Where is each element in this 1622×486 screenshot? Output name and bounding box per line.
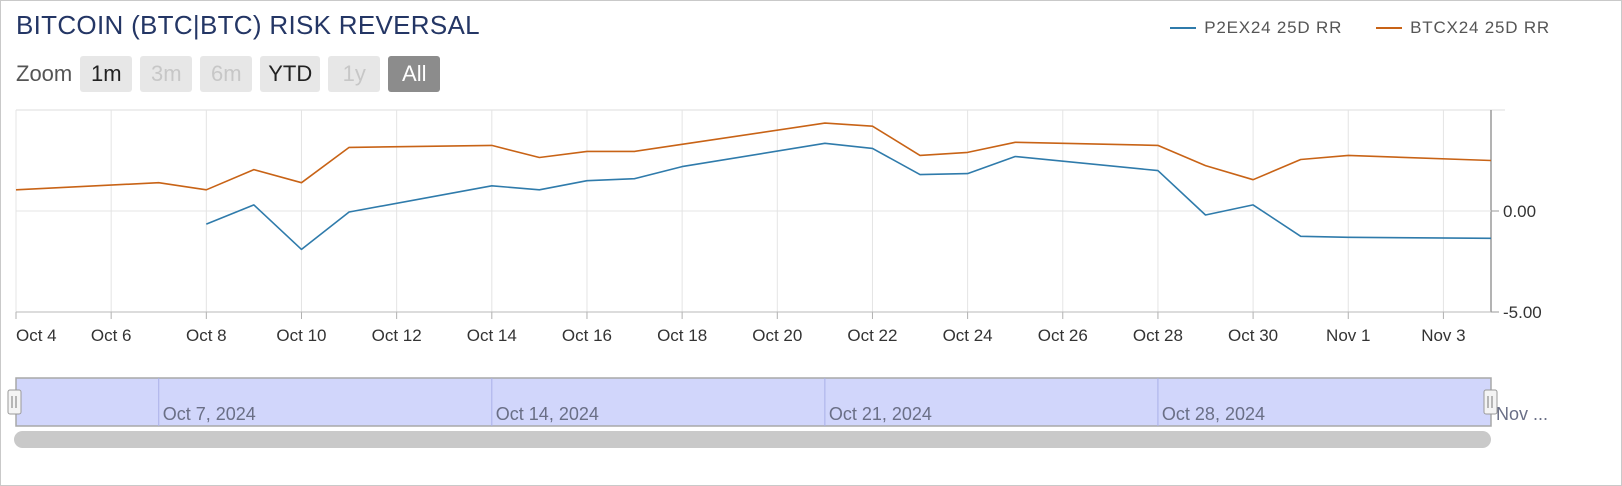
navigator-left-handle[interactable] — [7, 389, 22, 415]
x-tick-label: Oct 22 — [847, 326, 897, 345]
x-tick-label: Oct 24 — [943, 326, 993, 345]
x-tick-label: Oct 16 — [562, 326, 612, 345]
x-tick-label: Oct 28 — [1133, 326, 1183, 345]
navigator-date-label: Oct 21, 2024 — [829, 404, 932, 424]
navigator-date-label: Oct 7, 2024 — [163, 404, 256, 424]
series-line-p2ex24 — [206, 142, 1492, 251]
x-tick-label: Oct 14 — [467, 326, 517, 345]
zoom-1m-button[interactable]: 1m — [80, 56, 133, 92]
legend-label-p2ex24: P2EX24 25D RR — [1204, 18, 1343, 37]
x-tick-label: Oct 20 — [752, 326, 802, 345]
zoom-3m-button[interactable]: 3m — [140, 56, 193, 92]
zoom-all-button[interactable]: All — [388, 56, 441, 92]
y-tick-label: 0.00 — [1503, 202, 1536, 221]
zoom-ytd-button[interactable]: YTD — [260, 56, 321, 92]
y-tick-label: -5.00 — [1503, 303, 1542, 322]
legend-swatch-btcx24 — [1376, 27, 1403, 29]
x-tick-label: Oct 30 — [1228, 326, 1278, 345]
x-tick-label: Oct 6 — [91, 326, 132, 345]
chart-title: BITCOIN (BTC|BTC) RISK REVERSAL — [16, 10, 480, 40]
x-tick-label: Nov 3 — [1421, 326, 1465, 345]
x-tick-label: Oct 18 — [657, 326, 707, 345]
legend-item-btcx24[interactable]: BTCX24 25D RR — [1376, 18, 1550, 38]
x-tick-label: Nov 1 — [1326, 326, 1370, 345]
navigator-right-handle[interactable] — [1483, 389, 1498, 415]
x-tick-label: Oct 10 — [276, 326, 326, 345]
x-tick-label: Oct 8 — [186, 326, 227, 345]
x-tick-label: Oct 26 — [1038, 326, 1088, 345]
zoom-6m-button[interactable]: 6m — [200, 56, 253, 92]
legend-item-p2ex24[interactable]: P2EX24 25D RR — [1170, 18, 1342, 38]
legend: P2EX24 25D RR BTCX24 25D RR — [1136, 18, 1550, 38]
series-line-btcx24 — [15, 122, 1492, 191]
zoom-label: Zoom — [16, 61, 73, 86]
legend-swatch-p2ex24 — [1170, 27, 1197, 29]
navigator-scrollbar[interactable] — [14, 431, 1491, 448]
zoom-controls: Zoom 1m 3m 6m YTD 1y All — [16, 56, 448, 92]
legend-label-btcx24: BTCX24 25D RR — [1410, 18, 1550, 37]
navigator-date-label: Oct 28, 2024 — [1162, 404, 1265, 424]
x-tick-label: Oct 12 — [372, 326, 422, 345]
navigator-date-label: Nov ... — [1496, 404, 1548, 424]
navigator-selected-range — [15, 377, 1492, 427]
navigator-date-label: Oct 14, 2024 — [496, 404, 599, 424]
x-tick-label: Oct 4 — [16, 326, 57, 345]
zoom-1y-button[interactable]: 1y — [328, 56, 381, 92]
